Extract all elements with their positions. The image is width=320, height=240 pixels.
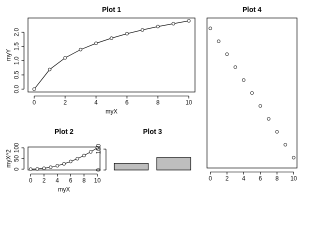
data-point [32,87,36,91]
x-tick-label: 2 [42,179,46,185]
data-point [82,153,86,158]
x-tick-label: 0 [33,101,37,107]
x-tick-label: 0 [209,177,213,183]
data-line [33,20,189,90]
x-tick-label: 4 [56,179,60,185]
x-tick-label: 10 [290,177,297,183]
data-point [55,163,60,168]
x-axis-label: myX [58,188,70,194]
x-tick-label: 4 [242,177,246,183]
data-point [156,24,160,29]
y-tick-label: 100 [97,143,103,154]
x-axis-label: myX [106,110,118,116]
data-point [216,39,221,44]
plot-frame [27,146,101,171]
bar [113,163,149,171]
y-tick-label: 0.5 [15,70,21,79]
data-point [241,78,246,82]
x-tick-label: 8 [156,101,160,107]
x-tick-label: 10 [185,101,192,107]
x-tick-label: 8 [275,177,279,183]
y-tick-label: 1.5 [15,42,21,51]
data-point [42,166,46,171]
data-point [95,146,100,150]
y-tick-label: 100 [15,142,21,153]
data-point [94,41,98,46]
data-point [28,167,33,171]
chart: Plot 1 0 2 4 6 8 10 myX 0.0 0.5 1.0 1.5 2.0 myY Plot 2… [7,7,298,194]
data-point [171,21,176,26]
data-point [35,167,40,171]
chart-title: Plot 1 [102,7,121,14]
data-point [125,31,129,36]
data-point [78,47,83,52]
bar [156,157,192,171]
data-point [233,65,238,69]
data-point [75,156,80,161]
data-point [187,19,191,23]
data-point [62,162,66,166]
chart-title: Plot 2 [54,129,73,136]
x-tick-label: 6 [125,101,129,107]
y-axis-label: myY [7,49,13,61]
data-point [109,36,114,40]
y-tick-label: 1.0 [15,56,21,65]
chart-title: Plot 4 [242,7,261,14]
plot-frame [206,17,298,169]
x-tick-label: 2 [225,177,229,183]
data-point [291,155,296,160]
x-tick-label: 6 [69,179,73,185]
data-point [208,26,213,31]
data-line [30,147,98,170]
data-point [258,104,263,108]
x-tick-label: 8 [82,179,86,185]
x-tick-label: 10 [94,179,101,185]
y-tick-label: 2.0 [15,27,21,36]
y-tick-label: 0 [15,167,21,171]
x-tick-label: 6 [259,177,263,183]
data-point [266,117,271,121]
y-tick-label: 50 [15,155,21,162]
data-point [68,159,73,164]
chart-title: Plot 3 [143,129,162,136]
y-tick-label: 0.0 [15,84,21,93]
data-point [63,56,67,60]
x-tick-label: 4 [94,101,98,107]
data-point [250,91,254,95]
plot-frame [27,17,196,93]
x-tick-label: 2 [63,101,67,107]
data-point [88,150,93,154]
x-tick-label: 0 [29,179,33,185]
data-point [275,130,279,134]
data-point [47,67,52,72]
data-point [283,142,288,147]
y-axis-label: myX^2 [7,149,13,168]
y-tick-label: 0 [97,168,103,172]
data-point [140,28,145,32]
data-point [48,165,53,169]
data-point [225,52,229,56]
